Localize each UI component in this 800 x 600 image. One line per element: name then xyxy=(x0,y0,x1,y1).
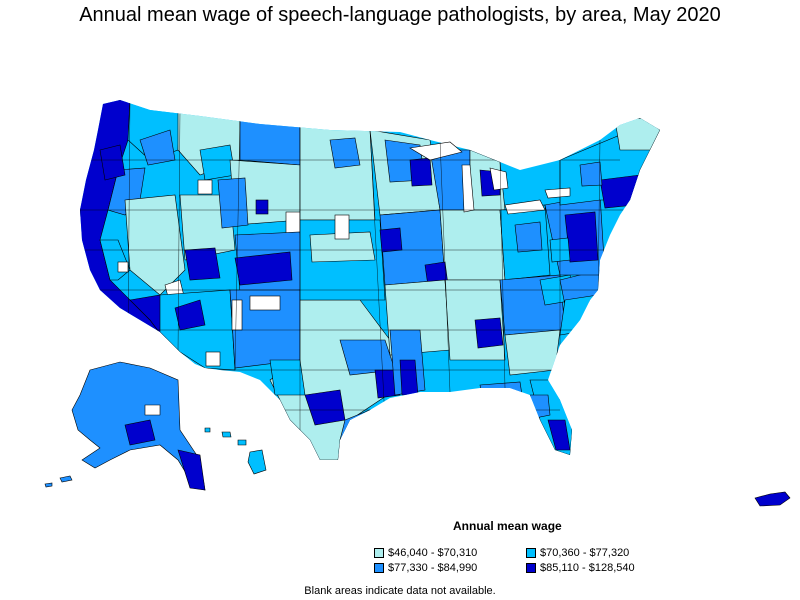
puerto-rico xyxy=(754,491,791,507)
legend-label: $77,330 - $84,990 xyxy=(388,562,478,574)
legend-swatch xyxy=(374,548,384,558)
legend-label: $70,360 - $77,320 xyxy=(540,547,630,559)
legend-title: Annual mean wage xyxy=(453,519,562,533)
legend-item-tier-1: $46,040 - $70,310 xyxy=(374,546,477,560)
legend-label: $46,040 - $70,310 xyxy=(388,547,478,559)
legend-label: $85,110 - $128,540 xyxy=(540,562,635,574)
legend-swatch xyxy=(374,563,384,573)
legend-item-tier-3: $77,330 - $84,990 xyxy=(374,561,477,575)
footnote: Blank areas indicate data not available. xyxy=(304,585,496,597)
legend-swatch xyxy=(526,548,536,558)
hawaii xyxy=(204,427,267,475)
alaska xyxy=(44,361,206,491)
great-lakes xyxy=(409,141,571,215)
area-borders xyxy=(80,100,640,460)
legend-swatch xyxy=(526,563,536,573)
legend: Annual mean wage $46,040 - $70,310 $70,3… xyxy=(360,518,670,578)
legend-item-tier-4: $85,110 - $128,540 xyxy=(526,561,635,575)
choropleth-map xyxy=(0,28,800,528)
legend-item-tier-2: $70,360 - $77,320 xyxy=(526,546,629,560)
map-title: Annual mean wage of speech-language path… xyxy=(79,4,721,26)
